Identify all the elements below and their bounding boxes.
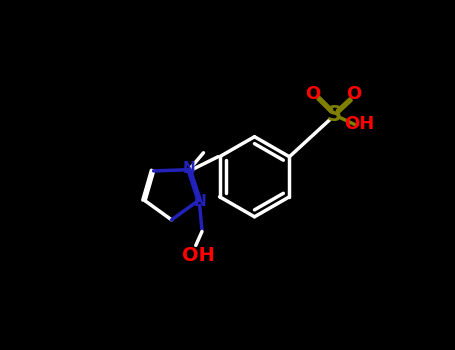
Text: O: O [346, 85, 361, 103]
Text: OH: OH [344, 116, 374, 133]
Text: N: N [182, 161, 195, 176]
Text: OH: OH [182, 246, 215, 265]
Text: O: O [305, 85, 320, 103]
Text: N: N [193, 194, 206, 209]
Text: S: S [327, 105, 342, 125]
